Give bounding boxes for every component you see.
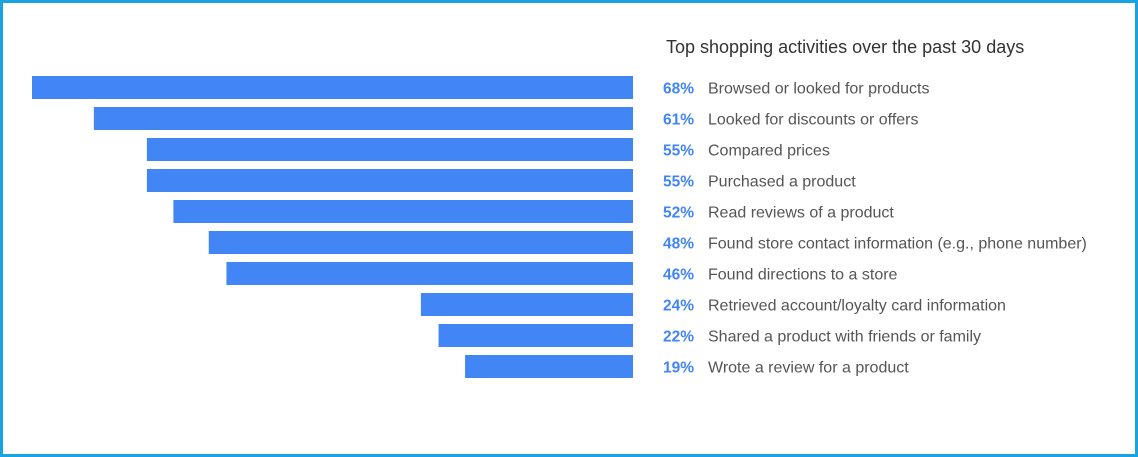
value-label-9: 22% [663,329,694,346]
value-label-10: 19% [663,360,694,377]
category-label-10: Wrote a review for a product [708,360,909,377]
bar-7 [226,262,634,285]
value-label-8: 24% [663,298,694,315]
bar-4 [146,169,633,192]
bar-1 [32,76,633,99]
category-label-7: Found directions to a store [708,267,898,284]
value-label-1: 68% [663,81,694,98]
bar-5 [173,200,634,223]
value-label-4: 55% [663,174,694,191]
bar-8 [420,293,633,316]
value-label-2: 61% [663,112,694,129]
category-label-6: Found store contact information (e.g., p… [708,236,1087,253]
category-label-2: Looked for discounts or offers [708,112,919,129]
category-label-9: Shared a product with friends or family [708,329,981,346]
category-label-8: Retrieved account/loyalty card informati… [708,298,1006,315]
bar-2 [93,107,633,130]
bar-6 [208,231,633,254]
category-label-4: Purchased a product [708,174,856,191]
category-label-1: Browsed or looked for products [708,81,929,98]
category-label-5: Read reviews of a product [708,205,894,222]
value-label-3: 55% [663,143,694,160]
value-label-7: 46% [663,267,694,284]
value-label-6: 48% [663,236,694,253]
bar-9 [438,324,633,347]
value-label-5: 52% [663,205,694,222]
chart-title: Top shopping activities over the past 30… [666,37,1025,57]
bar-3 [146,138,633,161]
category-label-3: Compared prices [708,143,830,160]
bar-10 [465,355,633,378]
